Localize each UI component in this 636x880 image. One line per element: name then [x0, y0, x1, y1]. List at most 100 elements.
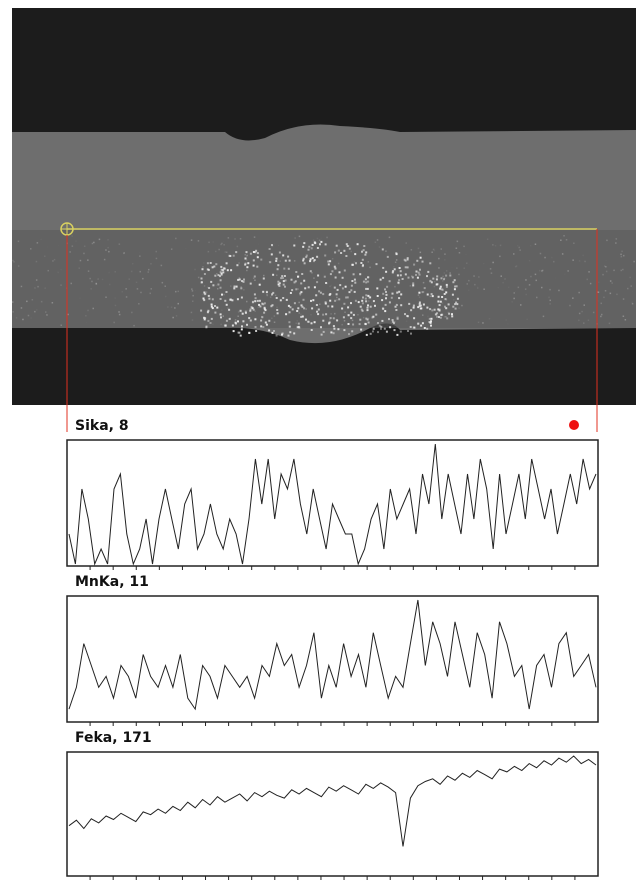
speckle [237, 316, 239, 318]
speckle [272, 332, 274, 334]
speckle [343, 303, 345, 305]
speckle [240, 335, 242, 337]
speckle [133, 325, 135, 327]
speckle [418, 248, 420, 250]
speckle [233, 255, 235, 257]
speckle [384, 288, 386, 290]
speckle [253, 278, 255, 280]
speckle [402, 278, 404, 280]
speckle [218, 274, 220, 276]
speckle [255, 297, 257, 299]
speckle [280, 299, 282, 301]
speckle [220, 271, 222, 273]
speckle [60, 284, 62, 286]
speckle [272, 274, 274, 276]
speckle [389, 301, 391, 303]
speckle [440, 286, 442, 288]
speckle [263, 278, 265, 280]
speckle [136, 282, 138, 284]
speckle [156, 258, 158, 260]
speckle [132, 263, 134, 265]
speckle [202, 269, 204, 271]
speckle [175, 291, 177, 293]
speckle [241, 297, 243, 299]
speckle [347, 306, 349, 308]
speckle [419, 297, 421, 299]
speckle [449, 272, 451, 274]
speckle [207, 262, 209, 264]
speckle [241, 328, 243, 330]
speckle [289, 260, 291, 262]
speckle [311, 247, 313, 249]
speckle [355, 262, 357, 264]
speckle [515, 291, 517, 293]
speckle [572, 259, 574, 261]
speckle [316, 281, 318, 283]
speckle [483, 263, 485, 265]
speckle [506, 319, 508, 321]
speckle [319, 243, 321, 245]
speckle [255, 330, 257, 332]
speckle [83, 253, 85, 255]
chart-title: Feka, 171 [75, 730, 152, 746]
speckle [344, 312, 346, 314]
speckle [461, 305, 463, 307]
speckle [247, 310, 249, 312]
speckle [215, 275, 217, 277]
speckle [85, 315, 87, 317]
speckle [350, 317, 352, 319]
speckle [364, 254, 366, 256]
speckle [223, 315, 225, 317]
speckle [613, 270, 615, 272]
speckle [330, 317, 332, 319]
speckle [57, 245, 59, 247]
speckle [88, 270, 90, 272]
speckle [227, 269, 229, 271]
speckle [148, 269, 150, 271]
speckle [321, 237, 323, 239]
speckle [382, 277, 384, 279]
speckle [335, 319, 337, 321]
speckle [102, 279, 104, 281]
speckle [291, 279, 293, 281]
speckle [445, 307, 447, 309]
speckle [324, 255, 326, 257]
speckle [251, 306, 253, 308]
speckle [373, 328, 375, 330]
speckle [105, 249, 107, 251]
speckle [371, 302, 373, 304]
speckle [282, 277, 284, 279]
speckle [226, 304, 228, 306]
speckle [417, 306, 419, 308]
speckle [139, 255, 141, 257]
speckle [236, 264, 238, 266]
speckle [468, 264, 470, 266]
speckle [89, 278, 91, 280]
speckle [623, 298, 625, 300]
speckle [226, 252, 228, 254]
speckle [297, 307, 299, 309]
speckle [588, 320, 590, 322]
speckle [587, 279, 589, 281]
speckle [257, 300, 259, 302]
speckle [308, 246, 310, 248]
speckle [540, 253, 542, 255]
speckle [420, 252, 422, 254]
speckle [478, 322, 480, 324]
speckle [317, 275, 319, 277]
speckle [344, 270, 346, 272]
speckle [320, 308, 322, 310]
speckle [312, 244, 314, 246]
speckle [125, 288, 127, 290]
speckle [336, 319, 338, 321]
speckle [423, 291, 425, 293]
speckle [406, 315, 408, 317]
speckle [245, 311, 247, 313]
speckle [418, 292, 420, 294]
speckle [360, 306, 362, 308]
speckle [350, 302, 352, 304]
speckle [578, 292, 580, 294]
speckle [338, 263, 340, 265]
speckle [407, 330, 409, 332]
speckle [410, 285, 412, 287]
